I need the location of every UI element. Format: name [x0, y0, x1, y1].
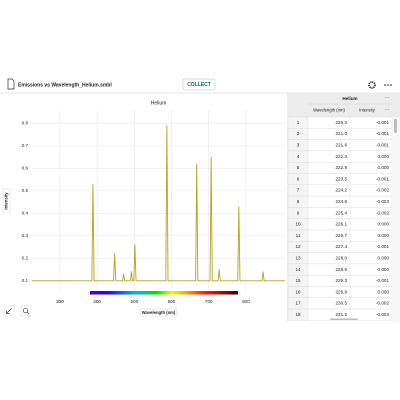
file-icon[interactable] [7, 78, 15, 90]
row-number: 12 [295, 244, 301, 249]
wavelength-cell: 221.6 [336, 142, 348, 147]
wavelength-cell: 221.0 [336, 131, 348, 136]
wavelength-cell: 220.3 [336, 120, 348, 125]
settings-icon[interactable] [368, 81, 376, 89]
y-tick-label: 0.1 [22, 278, 29, 283]
row-number: 4 [297, 154, 300, 159]
row-number: 5 [297, 165, 300, 170]
wavelength-cell: 231.2 [336, 312, 348, 317]
table-header-bg [288, 93, 400, 117]
table-title: Helium [342, 96, 357, 101]
collect-label: COLLECT [187, 82, 211, 88]
zoom-icon-handle [26, 311, 30, 315]
row-number: 1 [297, 120, 300, 125]
wavelength-cell: 228.6 [336, 267, 348, 272]
y-tick-label: 0.5 [22, 188, 29, 193]
y-tick-label: 0.3 [22, 233, 29, 238]
y-tick-label: 0.4 [22, 211, 29, 216]
column-header: Wavelength (nm) [313, 108, 345, 113]
x-tick-label: 500 [130, 299, 138, 304]
intensity-cell: 0.000 [378, 255, 390, 260]
data-table: Helium ⋯ Wavelength (nm) Intensity ⋯ 1 220.3 -0… [287, 93, 400, 322]
table-title-menu: ⋯ [385, 96, 390, 101]
intensity-cell: 0.000 [378, 154, 390, 159]
intensity-cell: -0.003 [376, 199, 389, 204]
y-tick-label: 0.6 [22, 166, 29, 171]
x-tick-label: 300 [56, 299, 64, 304]
zoom-fit-icon [6, 308, 12, 314]
row-number: 9 [297, 210, 300, 215]
chart-title: Helium [151, 100, 167, 106]
row-number: 3 [297, 142, 300, 147]
y-tick-label: 0.7 [22, 143, 29, 148]
x-tick-label: 400 [93, 299, 101, 304]
y-axis-label: Intensity [4, 192, 9, 210]
spectrum-bar [90, 291, 238, 295]
intensity-cell: -0.003 [376, 312, 389, 317]
wavelength-cell: 229.9 [336, 289, 348, 294]
intensity-cell: -0.001 [376, 278, 389, 283]
wavelength-cell: 224.8 [336, 199, 348, 204]
row-number: 11 [296, 233, 301, 238]
row-number: 10 [295, 222, 301, 227]
row-number-cell [287, 308, 309, 321]
wavelength-cell: 223.5 [336, 176, 348, 181]
intensity-cell: -0.002 [376, 188, 389, 193]
x-tick-label: 800 [242, 299, 250, 304]
intensity-cell: 0.000 [378, 165, 390, 170]
row-number: 2 [297, 131, 300, 136]
scroll-thumb[interactable] [394, 119, 397, 133]
wavelength-cell: 226.7 [336, 233, 348, 238]
intensity-cell: 0.000 [378, 233, 390, 238]
chart: Helium 0.1 0.2 0.3 0.4 0.5 0.6 0.7 0.8 300 400 500 6… [2, 100, 285, 317]
intensity-cell: 0.000 [378, 267, 390, 272]
y-tick-label: 0.2 [22, 256, 29, 261]
spectrum-line [32, 125, 285, 282]
row-number: 17 [295, 301, 301, 306]
row-number: 15 [295, 278, 301, 283]
wavelength-cell: 222.3 [336, 154, 348, 159]
wavelength-cell: 222.9 [336, 165, 348, 170]
row-number: 6 [297, 176, 300, 181]
row-number: 14 [295, 267, 301, 272]
intensity-cell: -0.001 [376, 120, 389, 125]
intensity-cell: -0.002 [376, 301, 389, 306]
intensity-cell: -0.001 [376, 142, 389, 147]
intensity-cell: 0.000 [378, 289, 390, 294]
x-axis-label: Wavelength (nm) [142, 310, 176, 315]
intensity-cell: -0.002 [376, 210, 389, 215]
collect-button[interactable] [182, 78, 216, 91]
wavelength-cell: 226.1 [336, 222, 348, 227]
row-number: 8 [297, 199, 300, 204]
row-number: 18 [295, 312, 301, 317]
wavelength-cell: 225.4 [336, 210, 348, 215]
wavelength-cell: 229.3 [336, 278, 348, 283]
column-menu: ⋯ [385, 107, 390, 112]
scroll-track [392, 117, 400, 322]
wavelength-cell: 224.2 [336, 188, 348, 193]
intensity-cell: -0.001 [376, 131, 389, 136]
zoom-button[interactable] [20, 305, 32, 317]
column-header: Intensity [359, 108, 376, 113]
intensity-cell: 0.000 [378, 222, 390, 227]
zoom-icon [22, 307, 29, 314]
row-number: 13 [295, 255, 301, 260]
wavelength-cell: 227.4 [336, 244, 348, 249]
x-tick-label: 700 [205, 299, 213, 304]
y-axis-label-box [2, 188, 11, 214]
file-name: Emissions vs Wavelength_Helium.smbl [18, 82, 112, 88]
wavelength-cell: 230.5 [336, 301, 348, 306]
intensity-cell: 0.001 [378, 244, 390, 249]
wavelength-cell: 228.0 [336, 255, 348, 260]
x-tick-label: 600 [168, 299, 176, 304]
row-number: 7 [297, 188, 300, 193]
row-number: 16 [295, 289, 301, 294]
scroll-hbar [330, 318, 358, 320]
x-axis-label-box [140, 308, 177, 317]
more-icon[interactable] [384, 84, 392, 86]
intensity-cell: -0.001 [376, 176, 389, 181]
y-tick-label: 0.8 [22, 121, 29, 126]
